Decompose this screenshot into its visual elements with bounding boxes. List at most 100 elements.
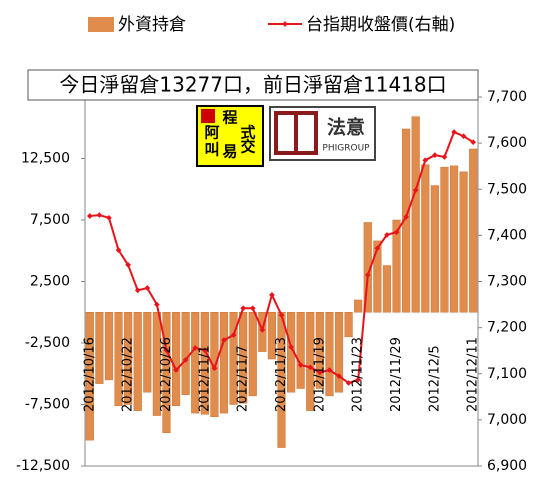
y2-tick-label: 7,400 <box>487 227 527 243</box>
x-tick-label: 2012/11/13 <box>274 337 289 412</box>
y2-tick-label: 7,500 <box>487 181 527 197</box>
bar <box>200 312 209 415</box>
price-marker <box>355 376 362 383</box>
legend-label: 台指期收盤價(右軸) <box>306 15 455 35</box>
bar <box>306 312 315 411</box>
price-marker <box>384 232 390 238</box>
price-marker <box>393 229 400 235</box>
logo-char: 阿 <box>204 124 219 142</box>
bar <box>392 219 401 313</box>
legend-label: 外資持倉 <box>118 15 186 35</box>
x-tick-label: 2012/11/7 <box>236 345 251 412</box>
bar <box>85 312 94 441</box>
bar <box>459 171 468 313</box>
bar <box>152 312 161 416</box>
price-marker <box>230 332 237 338</box>
price-marker <box>307 364 314 371</box>
price-marker <box>192 345 199 351</box>
price-marker <box>182 357 189 363</box>
price-marker <box>451 129 457 135</box>
bar <box>229 312 238 405</box>
price-marker <box>259 327 266 333</box>
bar <box>449 165 459 313</box>
bar <box>382 265 392 313</box>
y2-tick-label: 6,900 <box>487 458 527 474</box>
bar <box>181 312 190 395</box>
price-marker <box>470 139 477 146</box>
price-marker <box>249 305 256 312</box>
price-marker <box>173 367 179 373</box>
price-marker <box>422 157 429 164</box>
bar <box>210 312 219 418</box>
x-tick-label: 2012/10/26 <box>159 337 174 412</box>
price-marker <box>86 213 93 219</box>
logo-left-mark <box>201 109 215 123</box>
price-marker <box>240 305 246 312</box>
y2-tick-label: 7,200 <box>487 320 527 336</box>
logo-char: 式 <box>240 124 255 142</box>
price-marker <box>269 292 275 298</box>
x-tick-label: 2012/12/5 <box>427 345 442 412</box>
bar <box>421 164 430 313</box>
bar <box>440 166 449 313</box>
bar <box>325 312 334 397</box>
x-tick-label: 2012/12/11 <box>466 337 481 412</box>
bar <box>191 312 200 414</box>
bar <box>315 312 324 389</box>
bar <box>334 312 344 393</box>
bar <box>104 312 114 381</box>
price-marker <box>336 373 342 379</box>
price-marker <box>441 154 448 160</box>
legend-marker <box>282 21 288 27</box>
bar <box>411 116 420 313</box>
y-tick-label: -12,500 <box>16 458 70 474</box>
y-tick-label: 7,500 <box>30 212 70 228</box>
price-marker <box>278 312 285 318</box>
price-marker <box>412 187 419 194</box>
x-tick-label: 2012/11/23 <box>351 337 366 412</box>
y-tick-label: 12,500 <box>21 151 70 167</box>
x-tick-label: 2012/10/22 <box>121 337 136 412</box>
price-marker <box>326 367 333 373</box>
y2-tick-label: 7,600 <box>487 135 527 151</box>
price-marker <box>364 272 371 278</box>
price-marker <box>403 214 409 220</box>
price-marker <box>134 287 141 294</box>
bar <box>277 312 286 448</box>
legend-swatch <box>88 17 114 32</box>
logo-char: 程 <box>222 109 237 127</box>
price-marker <box>115 247 122 253</box>
price-marker <box>288 344 294 350</box>
title-box <box>27 69 479 101</box>
bar <box>95 312 104 384</box>
bar <box>344 312 353 338</box>
bar <box>114 312 123 406</box>
y-tick-label: 2,500 <box>30 274 70 290</box>
logo-char: 易 <box>222 143 237 161</box>
bar <box>171 312 181 406</box>
logo-char: 叫 <box>204 141 219 159</box>
bars <box>85 116 478 448</box>
x-tick-label: 2012/11/1 <box>197 345 212 412</box>
bar <box>354 299 363 313</box>
price-marker <box>144 285 151 291</box>
price-marker <box>345 380 352 386</box>
logo-right-subtitle: PHIGROUP <box>322 144 370 154</box>
price-marker <box>154 301 160 308</box>
logo-left: 程阿 式叫易交 <box>196 105 264 167</box>
legend: 外資持倉 台指期收盤價(右軸) <box>88 15 455 35</box>
bar <box>219 312 229 414</box>
price-marker <box>374 245 381 252</box>
x-tick-label: 2012/10/16 <box>82 337 97 412</box>
logo-char: 交 <box>240 138 255 156</box>
y2-tick-label: 7,300 <box>487 274 527 290</box>
price-marker <box>460 133 467 140</box>
price-marker <box>201 347 208 354</box>
x-tick-label: 2012/11/29 <box>389 337 404 412</box>
price-marker <box>297 362 304 368</box>
bar <box>133 312 142 411</box>
bar <box>469 148 478 313</box>
bar <box>124 312 133 405</box>
bar <box>296 312 305 389</box>
